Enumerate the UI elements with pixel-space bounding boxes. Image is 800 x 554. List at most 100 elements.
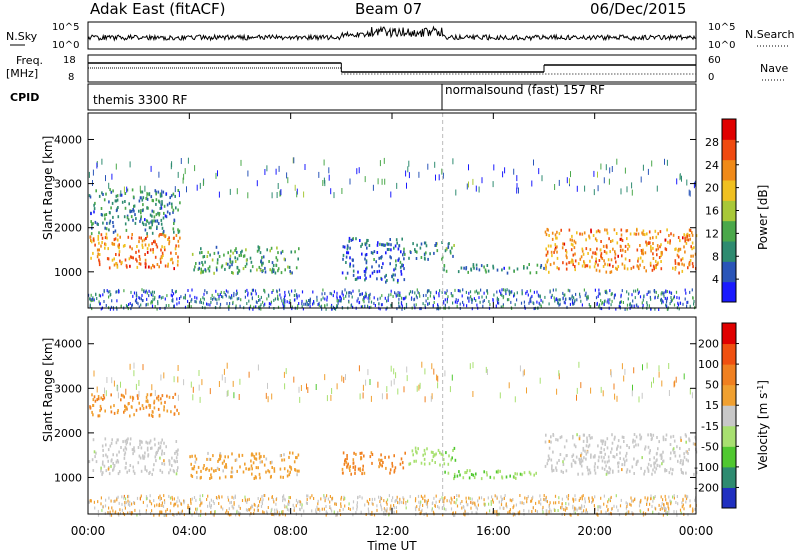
echo-point bbox=[400, 269, 402, 273]
echo-point bbox=[279, 454, 282, 458]
echo-point bbox=[171, 456, 173, 460]
ground-scatter-point bbox=[588, 496, 590, 500]
ground-scatter-point bbox=[199, 494, 201, 498]
ground-scatter-point bbox=[466, 503, 468, 507]
noise-point bbox=[233, 392, 235, 399]
ground-scatter-point bbox=[637, 288, 639, 292]
ground-scatter-point bbox=[313, 301, 315, 305]
ground-scatter-point bbox=[455, 298, 457, 302]
ground-scatter-point bbox=[193, 496, 196, 499]
ground-scatter-point bbox=[606, 300, 608, 304]
noise-point bbox=[362, 384, 364, 391]
echo-point bbox=[664, 247, 667, 251]
ground-scatter-point bbox=[683, 507, 685, 511]
ground-scatter-point bbox=[631, 511, 633, 515]
colorbar-tick-label: -200 bbox=[694, 481, 719, 494]
ground-scatter-point bbox=[288, 301, 290, 305]
ground-scatter-point bbox=[299, 507, 301, 511]
ground-scatter-point bbox=[159, 498, 161, 502]
ground-scatter-point bbox=[209, 501, 211, 505]
echo-point bbox=[105, 453, 107, 457]
ground-scatter-point bbox=[624, 307, 626, 311]
ground-scatter-point bbox=[396, 510, 398, 514]
ground-scatter-point bbox=[322, 288, 324, 292]
echo-point bbox=[442, 458, 445, 462]
noise-point bbox=[276, 192, 278, 198]
ground-scatter-point bbox=[493, 293, 495, 297]
echo-point bbox=[495, 470, 498, 474]
echo-point bbox=[133, 471, 136, 475]
noise-point bbox=[632, 384, 633, 391]
noise-point bbox=[239, 378, 241, 385]
ground-scatter-point bbox=[177, 496, 179, 500]
ground-scatter-point bbox=[396, 498, 398, 502]
echo-point bbox=[107, 467, 110, 471]
echo-point bbox=[677, 459, 679, 463]
ground-scatter-point bbox=[323, 495, 325, 499]
ground-scatter-point bbox=[96, 297, 98, 300]
ground-scatter-point bbox=[427, 498, 429, 502]
echo-point bbox=[350, 238, 353, 242]
echo-point bbox=[201, 251, 203, 254]
echo-point bbox=[492, 264, 494, 268]
ground-scatter-point bbox=[222, 295, 224, 299]
echo-point bbox=[95, 451, 97, 455]
echo-point bbox=[137, 446, 140, 449]
noise-point bbox=[227, 389, 229, 396]
echo-point bbox=[232, 271, 234, 275]
ground-scatter-point bbox=[376, 504, 378, 508]
ground-scatter-point bbox=[276, 510, 278, 514]
ground-scatter-point bbox=[332, 305, 335, 309]
echo-point bbox=[376, 270, 379, 274]
echo-point bbox=[565, 267, 568, 271]
echo-point bbox=[443, 268, 445, 272]
ground-scatter-point bbox=[236, 510, 238, 514]
ground-scatter-point bbox=[97, 513, 100, 517]
noise-point bbox=[296, 188, 298, 195]
ground-scatter-point bbox=[282, 499, 284, 503]
echo-point bbox=[191, 467, 194, 471]
echo-point bbox=[147, 400, 149, 404]
noise-point bbox=[584, 185, 586, 192]
ground-scatter-point bbox=[272, 289, 274, 292]
echo-point bbox=[153, 401, 155, 405]
ground-scatter-point bbox=[564, 508, 566, 512]
echo-point bbox=[401, 461, 404, 465]
echo-point bbox=[163, 441, 165, 445]
echo-point bbox=[634, 439, 636, 443]
echo-point bbox=[156, 219, 159, 223]
ground-scatter-point bbox=[528, 509, 530, 513]
ground-scatter-point bbox=[650, 297, 652, 301]
echo-point bbox=[423, 462, 426, 466]
ground-scatter-point bbox=[664, 296, 666, 300]
ground-scatter-point bbox=[187, 289, 189, 292]
echo-point bbox=[680, 468, 682, 472]
echo-point bbox=[424, 452, 426, 456]
ground-scatter-point bbox=[581, 495, 583, 499]
ground-scatter-point bbox=[367, 304, 369, 308]
noise-point bbox=[691, 392, 693, 399]
ground-scatter-point bbox=[654, 495, 656, 498]
ground-scatter-point bbox=[188, 506, 190, 510]
echo-point bbox=[271, 466, 273, 469]
ground-scatter-point bbox=[486, 289, 488, 293]
ground-scatter-point bbox=[123, 496, 125, 500]
ground-scatter-point bbox=[202, 296, 204, 300]
ground-scatter-point bbox=[526, 500, 528, 504]
ground-scatter-point bbox=[259, 305, 261, 309]
echo-point bbox=[210, 473, 212, 477]
echo-point bbox=[556, 256, 559, 260]
ground-scatter-point bbox=[630, 503, 632, 507]
ground-scatter-point bbox=[554, 508, 556, 512]
ground-scatter-point bbox=[461, 500, 463, 503]
echo-point bbox=[649, 433, 652, 437]
echo-point bbox=[171, 464, 173, 468]
ground-scatter-point bbox=[438, 292, 440, 296]
echo-point bbox=[134, 213, 136, 217]
echo-point bbox=[119, 235, 121, 239]
ground-scatter-point bbox=[283, 295, 286, 299]
echo-point bbox=[177, 189, 180, 192]
ground-scatter-point bbox=[225, 289, 227, 293]
echo-point bbox=[678, 271, 680, 275]
echo-point bbox=[236, 469, 238, 473]
